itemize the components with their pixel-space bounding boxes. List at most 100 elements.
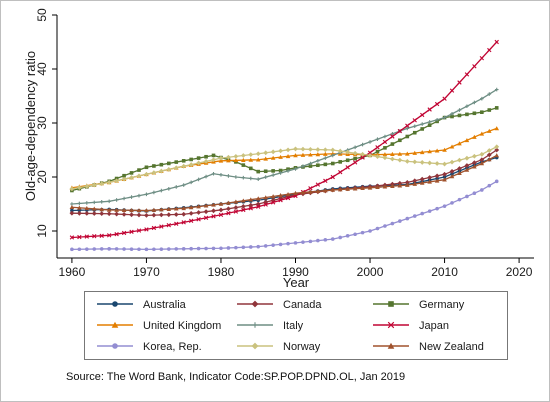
legend-marker — [112, 343, 118, 349]
data-point — [435, 117, 439, 122]
data-point — [211, 208, 216, 214]
data-point — [285, 195, 291, 201]
data-point — [166, 161, 171, 166]
data-point — [219, 246, 223, 251]
data-point — [211, 157, 216, 163]
data-point — [390, 132, 395, 136]
data-point — [330, 153, 335, 158]
data-point — [360, 185, 365, 191]
data-point — [472, 100, 477, 105]
data-point — [234, 175, 238, 179]
data-point — [241, 198, 246, 203]
data-point — [181, 159, 186, 163]
data-point — [256, 204, 261, 209]
data-point — [345, 234, 350, 238]
data-point — [263, 175, 268, 179]
data-point — [241, 157, 246, 162]
data-point — [256, 169, 261, 174]
data-point — [450, 114, 454, 119]
data-point — [256, 177, 261, 181]
data-point — [196, 246, 201, 251]
data-point — [270, 200, 276, 205]
data-point — [382, 139, 388, 145]
data-point — [234, 245, 238, 250]
legend-label: Canada — [283, 299, 322, 311]
data-point — [353, 156, 357, 161]
legend: Australia Canada Germany United Kingdom Ital… — [84, 291, 508, 360]
data-point — [412, 130, 417, 135]
legend-marker — [251, 342, 259, 350]
data-point — [315, 147, 321, 152]
data-point — [390, 151, 395, 157]
data-point — [240, 203, 246, 209]
data-point — [233, 205, 239, 210]
data-point — [248, 206, 253, 211]
data-point — [255, 201, 261, 207]
data-point — [196, 160, 202, 166]
data-point — [382, 152, 388, 157]
data-point — [270, 155, 276, 160]
data-point — [420, 127, 425, 131]
data-point — [338, 160, 343, 164]
data-point — [278, 168, 283, 173]
data-point — [323, 162, 328, 167]
data-point — [151, 212, 157, 218]
data-point — [203, 203, 209, 208]
data-point — [480, 188, 484, 192]
data-point — [159, 207, 164, 212]
data-point — [398, 219, 402, 223]
data-point — [278, 196, 283, 201]
data-point — [308, 152, 313, 157]
data-point — [248, 152, 254, 158]
data-point — [472, 191, 477, 195]
data-point — [144, 212, 149, 218]
data-point — [285, 194, 291, 200]
data-point — [278, 242, 283, 247]
data-point — [330, 174, 335, 180]
data-point — [218, 207, 224, 213]
data-point — [494, 179, 499, 184]
series-canada — [69, 147, 500, 218]
legend-marker — [387, 321, 395, 329]
data-point — [442, 204, 447, 208]
y-tick-label: 40 — [35, 62, 49, 76]
data-point — [316, 163, 320, 168]
data-point — [345, 165, 350, 170]
data-point — [174, 221, 179, 226]
data-point — [114, 198, 119, 202]
data-point — [203, 215, 209, 221]
data-point — [390, 142, 395, 146]
data-point — [122, 247, 126, 251]
data-point — [255, 157, 261, 162]
data-point — [233, 209, 239, 214]
y-tick-label: 30 — [35, 116, 49, 130]
data-point — [337, 148, 343, 154]
data-point — [211, 202, 216, 207]
data-point — [293, 146, 298, 152]
chart-axes: 1960 1970 1980 1990 2000 2010 2020 10 20 30 40 50 — [35, 8, 534, 279]
data-point — [226, 200, 231, 205]
legend-marker — [111, 321, 119, 328]
data-point — [457, 141, 462, 146]
data-point — [270, 149, 276, 155]
data-point — [316, 238, 320, 243]
data-point — [181, 211, 187, 217]
data-point — [486, 148, 492, 153]
source-note: Source: The Word Bank, Indicator Code:SP… — [66, 371, 406, 383]
data-point — [152, 247, 156, 252]
data-point — [248, 176, 253, 181]
data-point — [144, 192, 149, 197]
data-point — [435, 206, 439, 211]
data-point — [69, 186, 75, 192]
data-point — [427, 209, 432, 213]
data-point — [486, 157, 492, 162]
data-point — [158, 212, 164, 218]
data-point — [99, 247, 104, 251]
data-point — [323, 156, 328, 160]
data-point — [174, 185, 179, 189]
data-point — [464, 137, 470, 143]
data-point — [159, 162, 164, 167]
data-point — [114, 231, 119, 237]
data-point — [137, 193, 141, 198]
